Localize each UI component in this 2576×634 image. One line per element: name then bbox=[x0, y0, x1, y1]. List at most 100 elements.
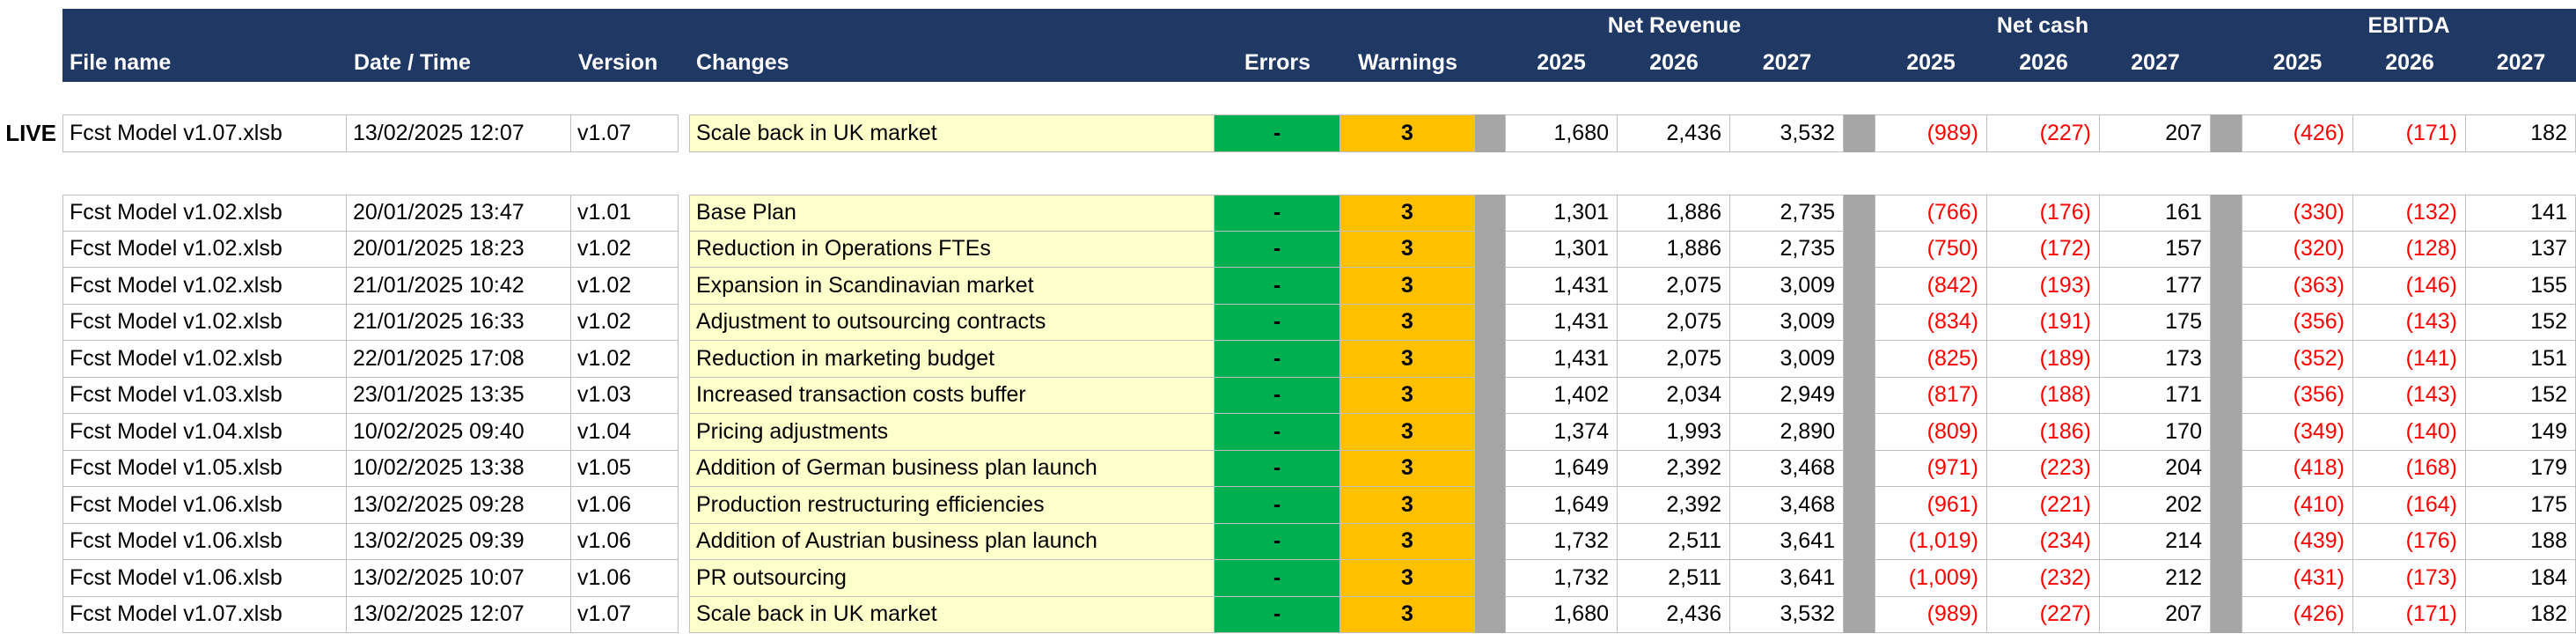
cell-ebitda-2026[interactable]: (128) bbox=[2353, 231, 2466, 268]
cell-ebitda-2026[interactable]: (132) bbox=[2353, 195, 2466, 232]
cell-errors[interactable]: - bbox=[1215, 341, 1340, 378]
cell-net-cash-2026[interactable]: (193) bbox=[1987, 268, 2100, 305]
cell-net-cash-2026[interactable]: (189) bbox=[1987, 341, 2100, 378]
cell-file[interactable]: Fcst Model v1.07.xlsb bbox=[62, 596, 347, 633]
cell-net-cash-2027[interactable]: 204 bbox=[2100, 450, 2211, 487]
cell-file[interactable]: Fcst Model v1.03.xlsb bbox=[62, 377, 347, 414]
cell-date[interactable]: 23/01/2025 13:35 bbox=[347, 377, 571, 414]
cell-errors[interactable]: - bbox=[1215, 560, 1340, 597]
cell-ebitda-2026[interactable]: (164) bbox=[2353, 487, 2466, 524]
cell-warnings[interactable]: 3 bbox=[1340, 268, 1475, 305]
cell-net-cash-2025[interactable]: (961) bbox=[1875, 487, 1987, 524]
cell-net-cash-2027[interactable]: 173 bbox=[2100, 341, 2211, 378]
cell-warnings[interactable]: 3 bbox=[1340, 560, 1475, 597]
cell-net-cash-2027[interactable]: 214 bbox=[2100, 523, 2211, 560]
cell-ebitda-2025[interactable]: (330) bbox=[2242, 195, 2353, 232]
cell-net-revenue-2026[interactable]: 2,392 bbox=[1618, 450, 1730, 487]
cell-changes[interactable]: Increased transaction costs buffer bbox=[689, 377, 1215, 414]
cell-net-revenue-2027[interactable]: 2,735 bbox=[1730, 231, 1844, 268]
cell-ebitda-2026[interactable]: (171) bbox=[2353, 596, 2466, 633]
cell-ebitda-2027[interactable]: 141 bbox=[2466, 195, 2576, 232]
cell-ebitda-2027[interactable]: 175 bbox=[2466, 487, 2576, 524]
cell-warnings[interactable]: 3 bbox=[1340, 195, 1475, 232]
cell-warnings[interactable]: 3 bbox=[1340, 114, 1475, 152]
cell-ebitda-2026[interactable]: (140) bbox=[2353, 414, 2466, 451]
cell-version[interactable]: v1.07 bbox=[571, 114, 679, 152]
cell-warnings[interactable]: 3 bbox=[1340, 304, 1475, 341]
cell-ebitda-2025[interactable]: (418) bbox=[2242, 450, 2353, 487]
cell-net-revenue-2027[interactable]: 3,009 bbox=[1730, 341, 1844, 378]
cell-net-revenue-2027[interactable]: 2,735 bbox=[1730, 195, 1844, 232]
cell-net-revenue-2025[interactable]: 1,649 bbox=[1505, 450, 1618, 487]
cell-net-cash-2025[interactable]: (1,019) bbox=[1875, 523, 1987, 560]
cell-ebitda-2025[interactable]: (439) bbox=[2242, 523, 2353, 560]
cell-ebitda-2025[interactable]: (426) bbox=[2242, 596, 2353, 633]
cell-net-cash-2027[interactable]: 202 bbox=[2100, 487, 2211, 524]
cell-errors[interactable]: - bbox=[1215, 304, 1340, 341]
cell-net-revenue-2025[interactable]: 1,402 bbox=[1505, 377, 1618, 414]
cell-net-cash-2025[interactable]: (766) bbox=[1875, 195, 1987, 232]
cell-date[interactable]: 22/01/2025 17:08 bbox=[347, 341, 571, 378]
cell-ebitda-2026[interactable]: (141) bbox=[2353, 341, 2466, 378]
cell-version[interactable]: v1.07 bbox=[571, 596, 679, 633]
cell-file[interactable]: Fcst Model v1.02.xlsb bbox=[62, 195, 347, 232]
cell-net-revenue-2026[interactable]: 2,511 bbox=[1618, 523, 1730, 560]
cell-version[interactable]: v1.04 bbox=[571, 414, 679, 451]
cell-net-revenue-2025[interactable]: 1,649 bbox=[1505, 487, 1618, 524]
cell-net-revenue-2026[interactable]: 2,392 bbox=[1618, 487, 1730, 524]
cell-errors[interactable]: - bbox=[1215, 268, 1340, 305]
cell-errors[interactable]: - bbox=[1215, 450, 1340, 487]
cell-net-cash-2025[interactable]: (842) bbox=[1875, 268, 1987, 305]
cell-ebitda-2026[interactable]: (176) bbox=[2353, 523, 2466, 560]
cell-file[interactable]: Fcst Model v1.07.xlsb bbox=[62, 114, 347, 152]
cell-date[interactable]: 13/02/2025 09:39 bbox=[347, 523, 571, 560]
cell-file[interactable]: Fcst Model v1.02.xlsb bbox=[62, 268, 347, 305]
cell-net-cash-2027[interactable]: 212 bbox=[2100, 560, 2211, 597]
cell-net-cash-2025[interactable]: (1,009) bbox=[1875, 560, 1987, 597]
cell-net-revenue-2027[interactable]: 3,468 bbox=[1730, 450, 1844, 487]
cell-version[interactable]: v1.02 bbox=[571, 341, 679, 378]
cell-file[interactable]: Fcst Model v1.02.xlsb bbox=[62, 341, 347, 378]
cell-net-cash-2026[interactable]: (223) bbox=[1987, 450, 2100, 487]
cell-warnings[interactable]: 3 bbox=[1340, 414, 1475, 451]
cell-net-cash-2026[interactable]: (191) bbox=[1987, 304, 2100, 341]
cell-changes[interactable]: Reduction in Operations FTEs bbox=[689, 231, 1215, 268]
cell-ebitda-2025[interactable]: (320) bbox=[2242, 231, 2353, 268]
cell-net-revenue-2026[interactable]: 2,436 bbox=[1618, 596, 1730, 633]
cell-ebitda-2026[interactable]: (143) bbox=[2353, 377, 2466, 414]
cell-version[interactable]: v1.06 bbox=[571, 560, 679, 597]
cell-net-revenue-2027[interactable]: 3,468 bbox=[1730, 487, 1844, 524]
cell-net-cash-2025[interactable]: (971) bbox=[1875, 450, 1987, 487]
cell-net-cash-2026[interactable]: (232) bbox=[1987, 560, 2100, 597]
cell-ebitda-2026[interactable]: (168) bbox=[2353, 450, 2466, 487]
cell-version[interactable]: v1.02 bbox=[571, 304, 679, 341]
cell-net-revenue-2027[interactable]: 2,949 bbox=[1730, 377, 1844, 414]
cell-date[interactable]: 13/02/2025 12:07 bbox=[347, 596, 571, 633]
cell-changes[interactable]: PR outsourcing bbox=[689, 560, 1215, 597]
cell-net-revenue-2025[interactable]: 1,431 bbox=[1505, 341, 1618, 378]
cell-warnings[interactable]: 3 bbox=[1340, 341, 1475, 378]
cell-changes[interactable]: Production restructuring efficiencies bbox=[689, 487, 1215, 524]
cell-version[interactable]: v1.06 bbox=[571, 487, 679, 524]
cell-date[interactable]: 10/02/2025 13:38 bbox=[347, 450, 571, 487]
cell-warnings[interactable]: 3 bbox=[1340, 523, 1475, 560]
cell-net-revenue-2026[interactable]: 2,075 bbox=[1618, 304, 1730, 341]
cell-date[interactable]: 21/01/2025 16:33 bbox=[347, 304, 571, 341]
cell-changes[interactable]: Base Plan bbox=[689, 195, 1215, 232]
cell-version[interactable]: v1.05 bbox=[571, 450, 679, 487]
cell-version[interactable]: v1.02 bbox=[571, 268, 679, 305]
cell-warnings[interactable]: 3 bbox=[1340, 596, 1475, 633]
cell-ebitda-2025[interactable]: (431) bbox=[2242, 560, 2353, 597]
cell-net-cash-2025[interactable]: (989) bbox=[1875, 114, 1987, 152]
cell-file[interactable]: Fcst Model v1.06.xlsb bbox=[62, 487, 347, 524]
cell-ebitda-2027[interactable]: 152 bbox=[2466, 304, 2576, 341]
cell-ebitda-2025[interactable]: (349) bbox=[2242, 414, 2353, 451]
cell-file[interactable]: Fcst Model v1.02.xlsb bbox=[62, 231, 347, 268]
cell-changes[interactable]: Pricing adjustments bbox=[689, 414, 1215, 451]
cell-version[interactable]: v1.01 bbox=[571, 195, 679, 232]
cell-net-cash-2027[interactable]: 207 bbox=[2100, 596, 2211, 633]
cell-net-cash-2026[interactable]: (186) bbox=[1987, 414, 2100, 451]
cell-errors[interactable]: - bbox=[1215, 414, 1340, 451]
cell-ebitda-2026[interactable]: (143) bbox=[2353, 304, 2466, 341]
cell-errors[interactable]: - bbox=[1215, 195, 1340, 232]
